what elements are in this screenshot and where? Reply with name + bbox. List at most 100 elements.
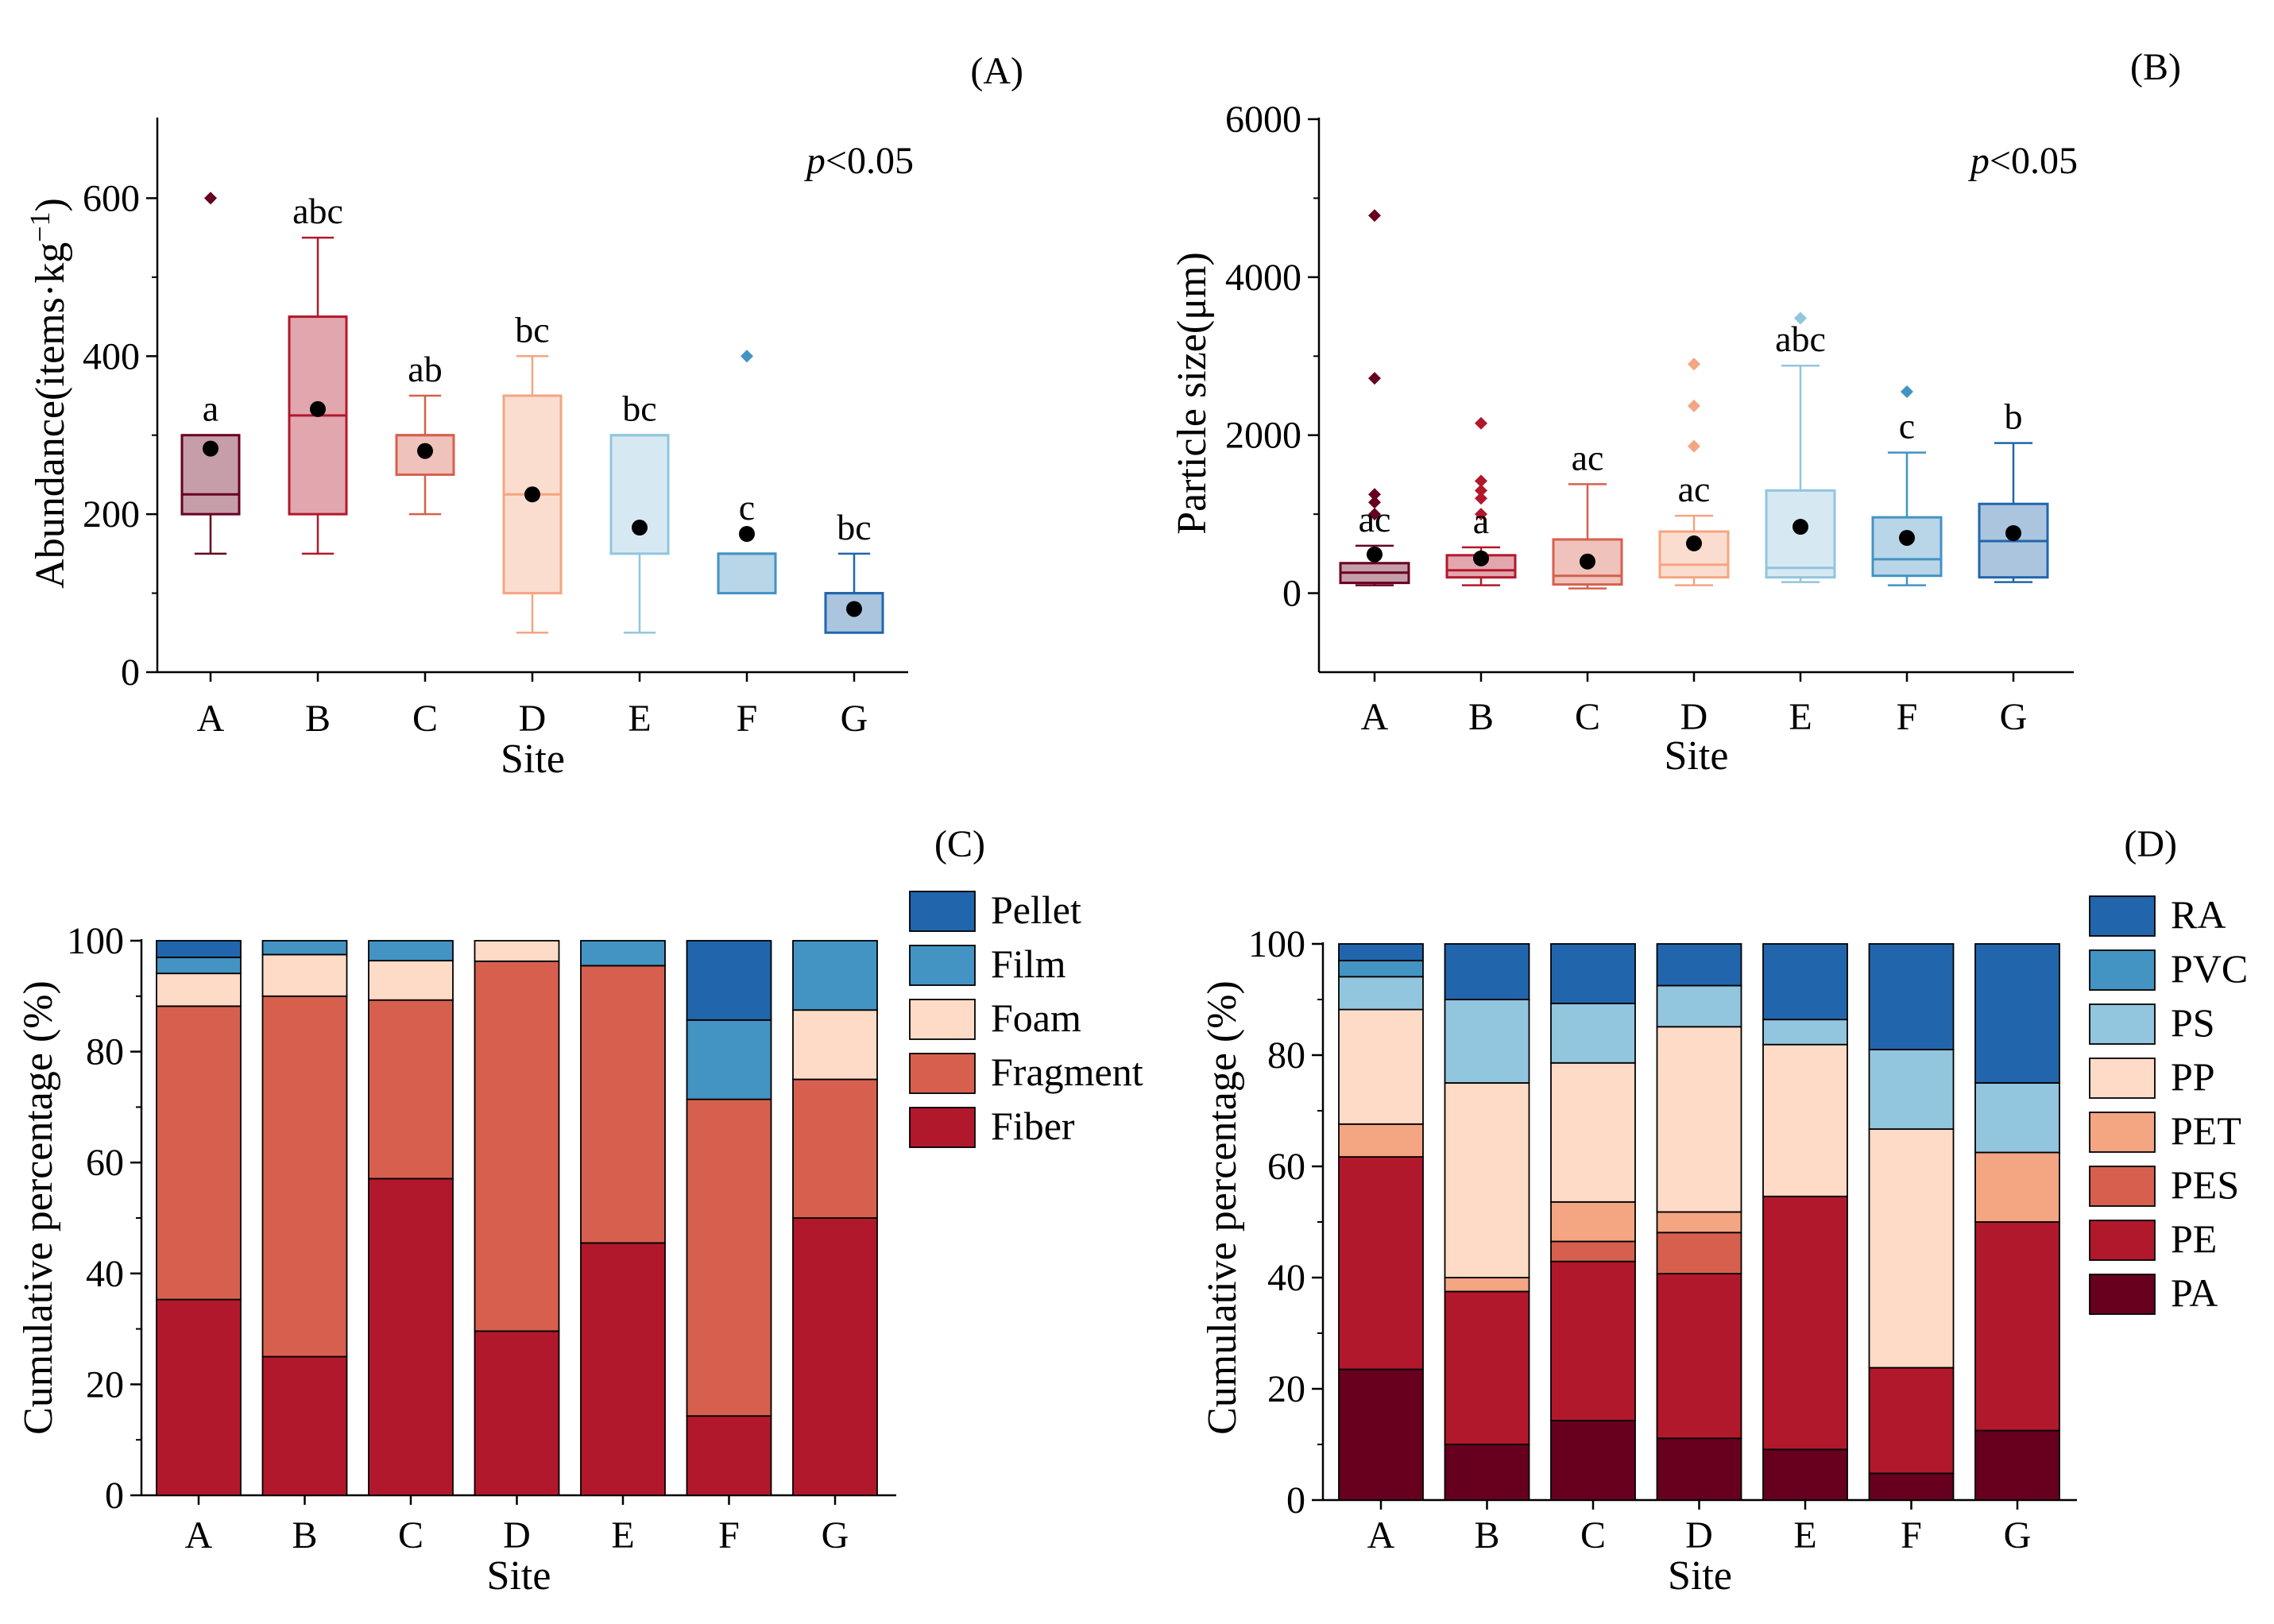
x-tick-label: C	[412, 698, 438, 740]
x-tick-label: C	[1580, 1514, 1606, 1556]
y-tick-label: 20	[1267, 1368, 1305, 1410]
x-axis-label: Site	[487, 1553, 551, 1599]
bar-segment-fragment	[792, 1078, 878, 1219]
bar-segment-pet	[1550, 1201, 1636, 1243]
y-axis-label-sup: −1	[24, 211, 56, 242]
bar-segment-fiber	[686, 1415, 772, 1496]
bar-segment-fiber	[792, 1217, 878, 1496]
outlier-point	[1368, 488, 1381, 501]
x-tick-label: A	[197, 698, 225, 740]
significance-letter: c	[1899, 406, 1915, 447]
bar-segment-fiber	[261, 1355, 348, 1496]
p-value-annotation: p<0.05	[804, 140, 914, 182]
bar-segment-fragment	[686, 1098, 772, 1417]
legend-label-film: Film	[991, 942, 1066, 986]
bar-segment-ra	[1656, 943, 1742, 987]
y-tick-label: 2000	[1225, 415, 1301, 457]
x-tick-label: G	[822, 1514, 849, 1556]
bar-segment-pe	[1338, 1156, 1424, 1371]
panel-a: (A) 0 200 400 600 A B C D E F G Site Abundance(items·…	[24, 50, 1023, 782]
significance-letter: c	[739, 487, 755, 528]
significance-letter: bc	[515, 309, 549, 350]
bar-segment-pa	[1868, 1472, 1955, 1501]
x-tick-label: F	[1901, 1514, 1922, 1556]
x-tick-label: E	[611, 1514, 634, 1556]
bar-stack-site-f	[686, 940, 772, 1496]
bar-segment-pp	[1656, 1026, 1742, 1213]
y-axis-label: Cumulative percentage (%)	[1200, 980, 1245, 1435]
bar-segment-foam	[792, 1009, 878, 1081]
bar-segment-pe	[1868, 1367, 1955, 1475]
legend-swatch-pet	[2089, 1112, 2156, 1153]
outlier-point	[1368, 209, 1381, 222]
panel-c: (C) 0 20 40 60 80 100 A B C D E F G Site Cumulative per…	[16, 823, 1143, 1599]
mean-point	[739, 526, 755, 542]
bar-segment-pet	[1338, 1123, 1424, 1158]
x-tick-label: A	[1367, 1514, 1395, 1556]
y-tick-label: 200	[83, 493, 140, 536]
p-value-rest: <0.05	[1990, 140, 2078, 182]
box-site-d: ac	[1658, 358, 1730, 586]
legend-swatch-pes	[2089, 1166, 2156, 1207]
bar-segment-fragment	[474, 960, 560, 1332]
bar-segment-pvc	[1338, 960, 1424, 978]
bar-segment-pe	[1656, 1273, 1742, 1440]
iqr-box	[717, 552, 777, 595]
bar-segment-pet	[1656, 1211, 1742, 1234]
x-tick-label: D	[503, 1514, 531, 1556]
bar-segment-ra	[1868, 943, 1955, 1050]
y-tick-label: 20	[86, 1363, 124, 1406]
bar-segment-fiber	[580, 1242, 666, 1496]
bar-stack-site-b	[261, 940, 348, 1496]
box-site-e: bc	[609, 389, 670, 634]
outlier-point	[1368, 496, 1381, 509]
mean-point	[310, 400, 326, 417]
outlier-point	[1901, 385, 1913, 399]
bar-segment-film	[368, 940, 454, 962]
bar-stack-site-a	[1338, 943, 1424, 1501]
bar-segment-foam	[261, 953, 348, 997]
legend-swatch-pp	[2089, 1058, 2156, 1099]
bar-segment-film	[686, 1019, 772, 1100]
legend-swatch-pa	[2089, 1274, 2156, 1315]
p-value-rest: <0.05	[826, 140, 914, 182]
outlier-point	[1688, 358, 1700, 371]
outlier-point	[1475, 484, 1487, 497]
bar-stack-site-e	[1762, 943, 1848, 1501]
bar-segment-pa	[1550, 1420, 1636, 1501]
significance-letter: ac	[1359, 499, 1391, 539]
legend-label-pellet: Pellet	[991, 887, 1081, 932]
legend-swatch-pellet	[909, 891, 976, 932]
x-tick-label: G	[2004, 1514, 2032, 1556]
bar-segment-pa	[1338, 1368, 1424, 1501]
bar-segment-pes	[1656, 1232, 1742, 1275]
bar-segment-fiber	[156, 1298, 242, 1496]
bar-stack-site-b	[1444, 943, 1530, 1501]
mean-point	[846, 601, 862, 617]
box-site-c: ab	[395, 349, 455, 516]
x-tick-label: F	[1897, 696, 1918, 738]
x-tick-label: F	[737, 698, 758, 740]
legend-label-fiber: Fiber	[991, 1104, 1075, 1148]
y-tick-label: 100	[1248, 923, 1305, 965]
box-site-a: a	[180, 191, 241, 555]
y-tick-label: 60	[86, 1142, 124, 1184]
x-axis-label: Site	[1668, 1553, 1732, 1599]
bar-segment-pa	[1762, 1448, 1848, 1501]
bar-stack-site-c	[1550, 943, 1636, 1501]
y-axis-label: Cumulative percentage (%)	[16, 980, 61, 1435]
y-axis-label: Particle size(μm)	[1170, 252, 1215, 535]
legend-swatch-foam	[909, 999, 976, 1040]
bar-segment-pellet	[156, 940, 242, 958]
bar-segment-ps	[1868, 1049, 1955, 1130]
bar-segment-pa	[1656, 1437, 1742, 1501]
box-site-b: abc	[288, 191, 348, 555]
bar-segment-film	[156, 957, 242, 975]
bar-segment-pp	[1868, 1128, 1955, 1369]
panel-label: (B)	[2130, 46, 2181, 88]
p-value-p: p	[1968, 140, 1990, 182]
significance-letter: a	[1473, 501, 1489, 541]
y-axis-label-close: )	[28, 198, 73, 211]
bar-segment-ps	[1550, 1003, 1636, 1064]
legend-label-pet: PET	[2171, 1108, 2241, 1153]
